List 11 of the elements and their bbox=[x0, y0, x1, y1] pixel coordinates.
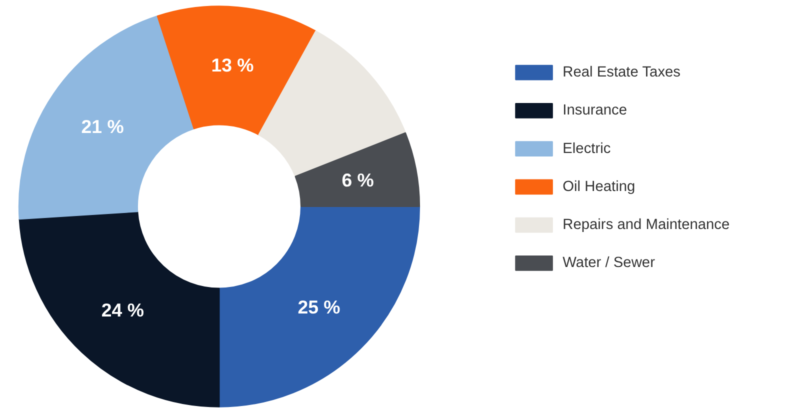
data-label: 21 % bbox=[81, 116, 124, 138]
legend-label: Real Estate Taxes bbox=[562, 64, 680, 81]
legend-label: Water / Sewer bbox=[562, 255, 656, 272]
legend-label: Electric bbox=[562, 140, 611, 157]
data-label: 25 % bbox=[298, 296, 341, 318]
data-label: 6 % bbox=[342, 169, 374, 190]
legend-label: Insurance bbox=[562, 102, 628, 119]
data-label: 24 % bbox=[101, 300, 144, 321]
legend-label: Repairs and Maintenance bbox=[562, 217, 730, 234]
data-label: 13 % bbox=[211, 54, 254, 76]
legend-label: Oil Heating bbox=[562, 178, 636, 195]
